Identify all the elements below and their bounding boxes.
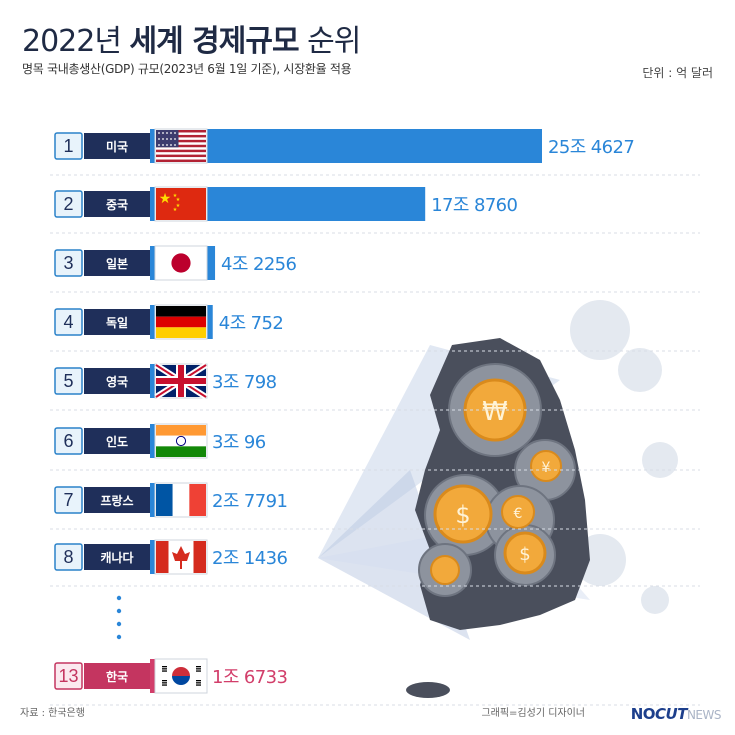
rank-number: 6 [63,431,73,451]
svg-text:★: ★ [173,193,178,199]
germany-flag-icon [154,304,208,340]
korea-map-gears-illustration: ₩ ¥ $ € $ [318,300,678,698]
ellipsis-dots [116,595,122,640]
country-name-box [84,487,150,513]
country-name-label: 캐나다 [100,550,133,565]
country-name-box [84,191,150,217]
rank-number: 2 [63,194,73,214]
nocutnews-logo: NOCUTNEWS [630,705,722,723]
page-title: 2022년 세계 경제규모 순위 [22,16,361,60]
chart-row-4: 5 영국 3조 798 [50,362,700,411]
value-label: 25조 4627 [548,137,634,158]
country-name-box [84,250,150,276]
country-name-box [84,133,150,159]
rank-box [54,543,83,571]
rank-box [54,132,83,160]
chart-row-7: 8 캐나다 2조 1436 [50,539,700,587]
country-name-label: 중국 [106,198,128,212]
unit-label: 단위 : 억 달러 [642,66,713,80]
svg-text:★: ★ [176,197,181,203]
country-name-label: 독일 [106,316,128,330]
rank-box [54,190,83,218]
title-year: 2022년 [22,24,122,59]
rank-number: 13 [58,666,78,686]
rank-number: 5 [63,371,73,391]
rank-box [54,662,83,690]
svg-text:€: € [514,506,523,522]
source-label: 자료 : 한국은행 [20,708,85,719]
rank-number: 3 [63,253,73,273]
us-flag-icon [154,128,208,164]
svg-text:$: $ [455,501,470,529]
country-name-label: 영국 [106,374,128,389]
country-name-label: 일본 [106,257,128,271]
rank-box [54,427,83,455]
bar [150,129,542,163]
country-name-label: 한국 [106,669,128,684]
uk-flag-icon [154,362,208,400]
chart-row-1: 2 중국 ★ ★★★★ 17조 8760 [50,186,700,234]
chart-row-0: 1 미국 25조 4627 [50,128,700,176]
rank-number: 8 [63,547,73,567]
value-label: 3조 798 [212,372,277,393]
country-name-box [84,368,150,394]
value-label: 3조 96 [212,432,266,453]
korea-flag-icon [154,658,208,694]
svg-text:$: $ [519,544,530,565]
country-name-box [84,663,150,689]
chart-row-6: 7 프랑스 2조 7791 [50,482,700,530]
value-label: 4조 752 [219,313,284,334]
chart-row-5: 6 인도 3조 96 [50,423,700,471]
value-label: 17조 8760 [431,195,517,216]
value-label: 4조 2256 [221,254,296,275]
japan-flag-icon [154,245,208,281]
country-name-box [84,309,150,335]
value-label: 1조 6733 [212,667,287,688]
france-flag-icon [154,482,208,518]
india-flag-icon [154,423,208,459]
rank-box [54,308,83,336]
value-label: 2조 1436 [212,548,287,569]
svg-text:★: ★ [159,191,172,207]
country-name-label: 미국 [106,139,128,154]
china-flag-icon: ★ ★★★★ [154,186,208,222]
rank-box [54,367,83,395]
chart-row-8: 13 한국 1조 6733 [50,658,700,706]
canada-flag-icon [154,539,208,575]
chart-row-2: 3 일본 4조 2256 [50,245,700,293]
country-name-box [84,428,150,454]
country-name-label: 프랑스 [100,494,133,508]
rank-box [54,486,83,514]
rank-box [54,249,83,277]
chart-row-3: 4 독일 4조 752 [50,304,700,352]
rank-number: 7 [63,490,73,510]
subtitle: 명목 국내총생산(GDP) 규모(2023년 6월 1일 기준), 시장환율 적… [22,62,352,76]
rank-number: 4 [63,312,73,332]
value-label: 2조 7791 [212,491,287,512]
title-end: 순위 [307,24,361,59]
svg-text:★: ★ [176,203,181,209]
rank-number: 1 [63,136,73,156]
svg-text:₩: ₩ [482,397,508,427]
title-main: 세계 경제규모 [129,24,300,59]
credit-label: 그래픽=김성기 디자이너 [481,708,585,719]
svg-text:¥: ¥ [542,460,551,476]
svg-text:★: ★ [173,207,178,213]
country-name-box [84,544,150,570]
country-name-label: 인도 [106,434,128,449]
